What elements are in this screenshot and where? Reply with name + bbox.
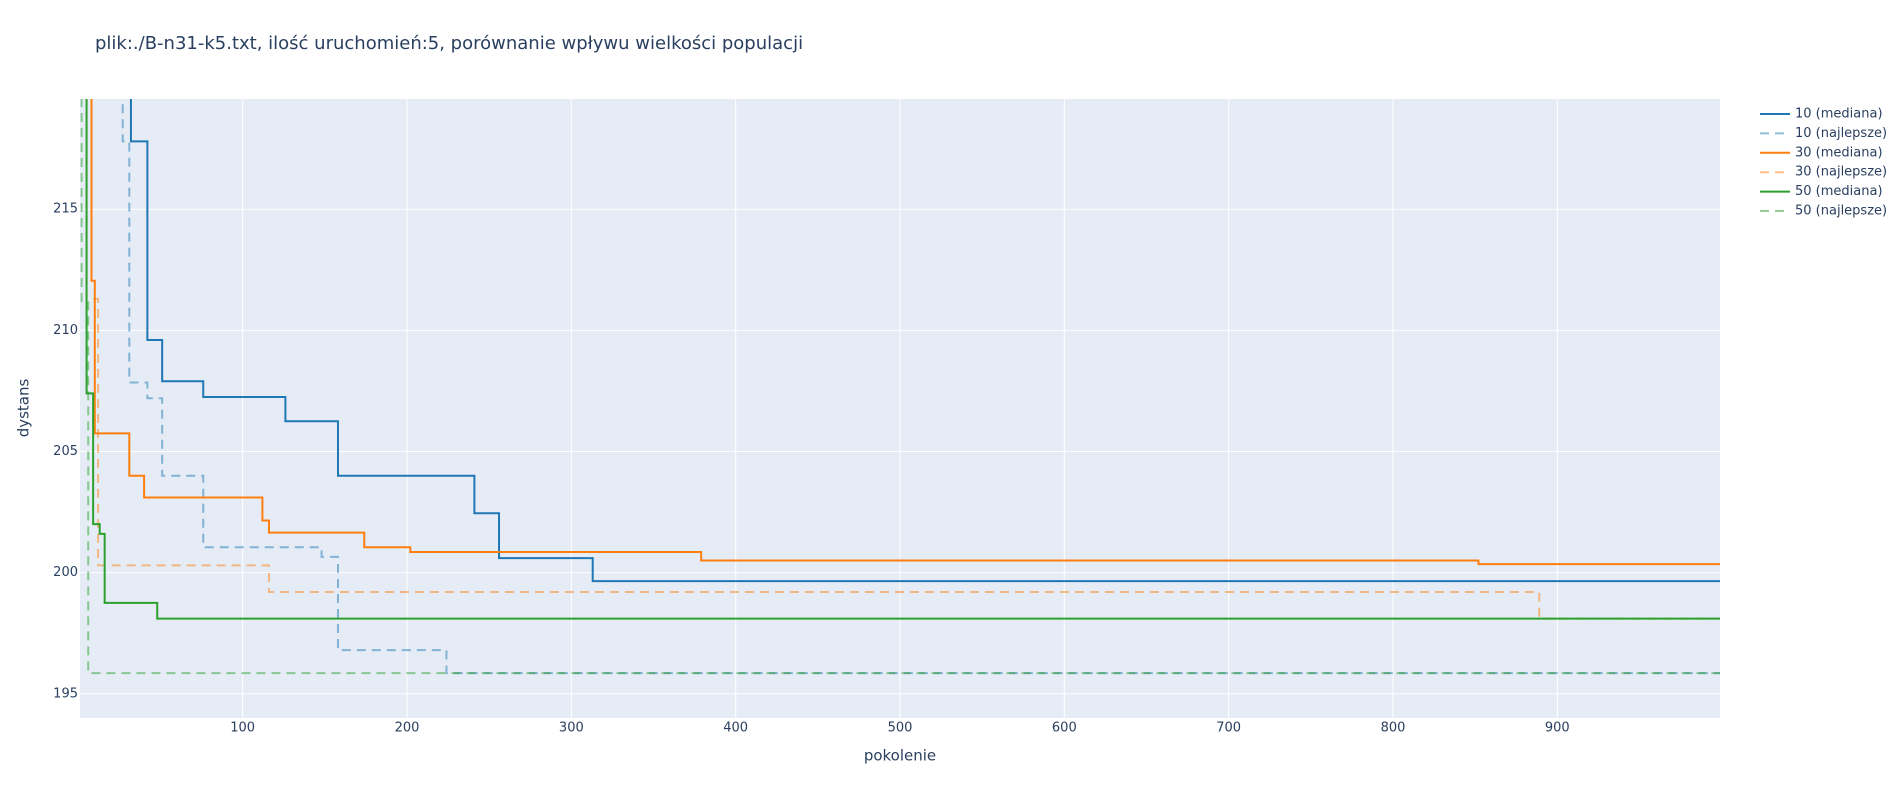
y-tick-label: 215 [53,202,78,217]
x-tick-label: 200 [395,721,420,736]
legend-label: 30 (mediana) [1795,145,1883,160]
y-tick-label: 210 [53,323,78,338]
legend-label: 50 (najlepsze) [1795,204,1887,219]
y-tick-label: 195 [53,686,78,701]
series-line [90,99,1720,566]
x-tick-label: 600 [1052,721,1077,736]
legend: 10 (mediana) 10 (najlepsze) 30 (mediana) 30… [1760,107,1887,219]
grid: 195 200 205 210 215 100 200 300 400 500 600 700 800 9… [53,99,1720,736]
x-tick-label: 700 [1216,721,1241,736]
series-line [129,99,1720,583]
legend-label: 10 (mediana) [1795,107,1883,122]
y-tick-label: 200 [53,565,78,580]
x-tick-label: 500 [888,721,913,736]
lines [80,99,1720,675]
series-line [85,99,1720,620]
x-tick-label: 100 [230,721,255,736]
y-axis-title: dystans [15,379,33,438]
x-tick-label: 300 [559,721,584,736]
legend-label: 10 (najlepsze) [1795,126,1887,141]
y-tick-label: 205 [53,444,78,459]
x-tick-label: 900 [1545,721,1570,736]
legend-label: 30 (najlepsze) [1795,165,1887,180]
legend-label: 50 (mediana) [1795,184,1883,199]
x-tick-label: 800 [1381,721,1406,736]
x-axis-title: pokolenie [864,747,936,765]
chart-title: plik:./B-n31-k5.txt, ilość uruchomień:5,… [95,33,803,54]
x-tick-label: 400 [723,721,748,736]
